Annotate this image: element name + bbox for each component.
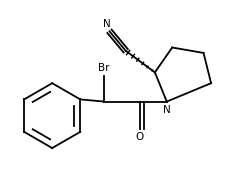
Text: N: N — [163, 105, 171, 115]
Text: Br: Br — [98, 64, 110, 74]
Text: O: O — [136, 132, 144, 142]
Text: N: N — [104, 19, 111, 29]
